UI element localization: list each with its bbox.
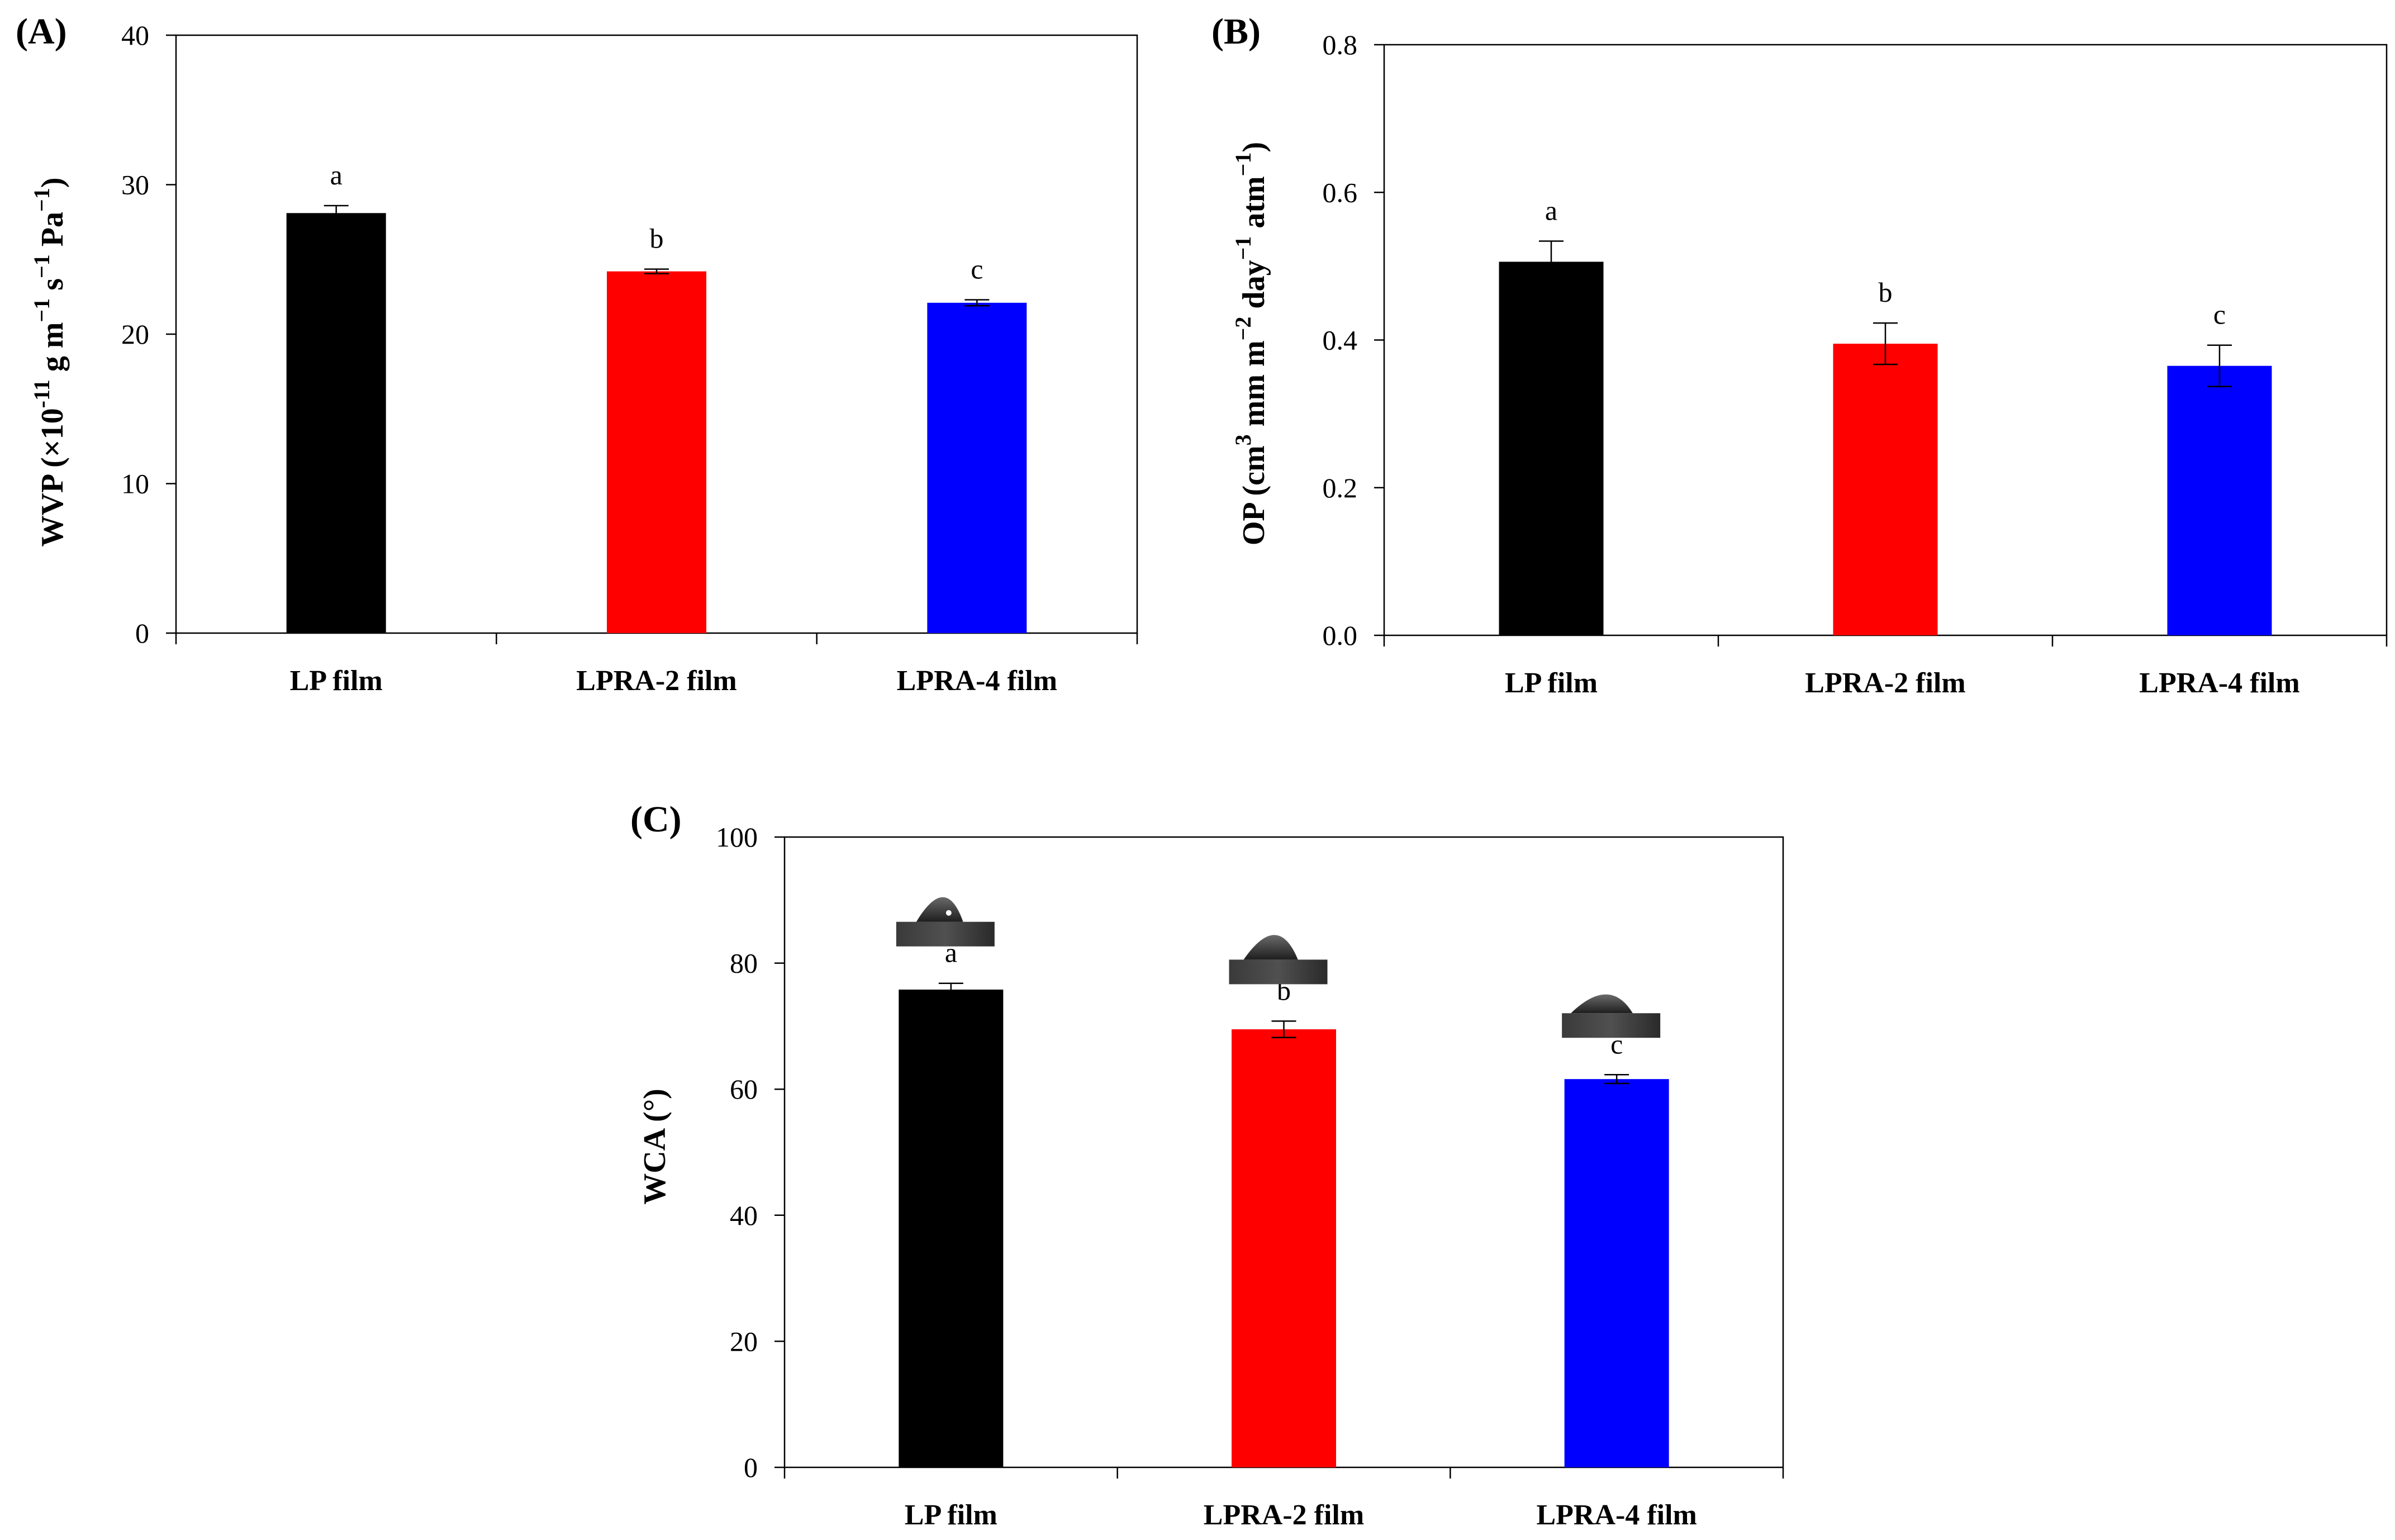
plot-area-a: 0 10 20 30 40 a LP film b LPRA-2 film c LPRA-4 fil…: [121, 20, 1138, 697]
panel-label-c: (C): [630, 799, 682, 840]
svg-text:WVP (×10-11 g m−1 s−1 Pa−1): WVP (×10-11 g m−1 s−1 Pa−1): [29, 178, 70, 547]
bar-b-2: [1833, 344, 1938, 635]
chart-panel-b: (B) OP (cm3 mm m−2 day−1 atm−1) 0.00.20.…: [1211, 11, 2388, 699]
water-droplet-image-2: [1229, 935, 1328, 985]
y-tick-label-a: 30: [121, 169, 149, 201]
y-tick-label-b: 0.8: [1323, 29, 1358, 60]
y-tick-label-c: 40: [730, 1200, 758, 1231]
category-label-c-2: LPRA-2 film: [1204, 1499, 1364, 1531]
y-tick-label-c: 60: [730, 1073, 758, 1105]
y-tick-label-a: 10: [121, 468, 149, 500]
svg-text:OP (cm3 mm m−2 day−1 atm−1): OP (cm3 mm m−2 day−1 atm−1): [1230, 142, 1271, 545]
y-tick-label-b: 0.4: [1323, 325, 1358, 356]
water-droplet-image-1: [896, 897, 995, 947]
y-axis-title-a: WVP (×10-11 g m−1 s−1 Pa−1): [29, 178, 70, 547]
significance-label-b-1: a: [1545, 194, 1557, 226]
bar-b-3: [2167, 365, 2272, 635]
plot-area-b: 0.0 0.2 0.4 0.6 0.8 a LP film b LPRA-2 film c LPRA…: [1323, 29, 2388, 699]
category-label-b-3: LPRA-4 film: [2139, 667, 2299, 699]
significance-label-a-3: c: [971, 253, 983, 284]
y-tick-label-a: 20: [121, 319, 149, 350]
y-tick-label-c: 100: [716, 821, 758, 853]
y-axis-title-b: OP (cm3 mm m−2 day−1 atm−1): [1230, 142, 1271, 545]
category-label-a-3: LPRA-4 film: [897, 665, 1057, 697]
bar-c-1: [899, 989, 1004, 1467]
y-tick-label-b: 0.2: [1323, 472, 1358, 503]
bar-c-3: [1564, 1079, 1669, 1467]
bar-a-2: [607, 271, 706, 633]
category-label-a-1: LP film: [290, 665, 383, 697]
category-label-b-1: LP film: [1505, 667, 1598, 699]
category-label-c-1: LP film: [905, 1499, 997, 1531]
significance-label-a-2: b: [650, 223, 664, 254]
y-tick-label-b: 0.6: [1323, 177, 1358, 208]
bar-a-3: [927, 302, 1027, 633]
chart-panel-a: (A) WVP (×10-11 g m−1 s−1 Pa−1) 0 10 20 30 4…: [16, 11, 1138, 697]
y-tick-label-c: 0: [744, 1452, 758, 1483]
y-axis-title-c: WCA (°): [638, 1089, 672, 1204]
category-label-b-2: LPRA-2 film: [1805, 667, 1965, 699]
bar-b-1: [1499, 262, 1604, 635]
y-tick-label-c: 20: [730, 1325, 758, 1357]
y-tick-label-a: 40: [121, 20, 149, 51]
y-tick-label-a: 0: [135, 617, 149, 649]
significance-label-b-3: c: [2213, 299, 2226, 330]
bar-a-1: [286, 213, 386, 633]
category-label-a-2: LPRA-2 film: [576, 665, 736, 697]
category-label-c-3: LPRA-4 film: [1536, 1499, 1697, 1531]
panel-label-a: (A): [16, 11, 67, 52]
panel-label-b: (B): [1211, 11, 1261, 52]
water-droplet-image-3: [1562, 994, 1661, 1038]
y-tick-label-b: 0.0: [1323, 620, 1358, 651]
significance-label-a-1: a: [330, 159, 343, 191]
significance-label-b-2: b: [1879, 277, 1893, 308]
y-tick-label-c: 80: [730, 948, 758, 979]
bar-c-2: [1232, 1029, 1336, 1467]
